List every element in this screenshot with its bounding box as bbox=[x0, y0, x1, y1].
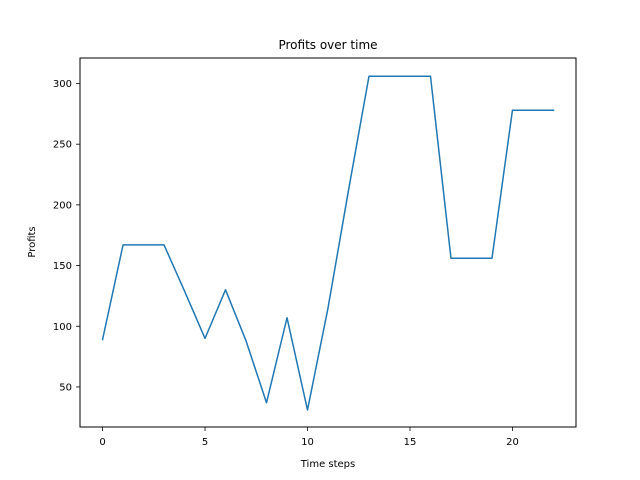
data-point bbox=[348, 190, 350, 192]
data-point bbox=[532, 109, 534, 111]
x-tick-label: 5 bbox=[202, 437, 208, 448]
data-point bbox=[389, 75, 391, 77]
data-point bbox=[512, 109, 514, 111]
y-tick-label: 150 bbox=[53, 261, 72, 272]
series-line-0 bbox=[101, 75, 555, 411]
data-point bbox=[553, 109, 555, 111]
data-point bbox=[122, 244, 124, 246]
y-tick-label: 100 bbox=[53, 322, 72, 333]
data-point bbox=[491, 257, 493, 259]
data-point bbox=[245, 340, 247, 342]
data-point bbox=[450, 257, 452, 259]
x-tick-label: 10 bbox=[301, 437, 314, 448]
data-point bbox=[286, 317, 288, 319]
axes-frame bbox=[79, 57, 577, 428]
data-point bbox=[471, 257, 473, 259]
y-tick-label: 250 bbox=[53, 140, 72, 151]
data-point bbox=[266, 402, 268, 404]
x-axis-ticks: 0 5 10 15 20 bbox=[99, 427, 519, 448]
plot-area bbox=[101, 75, 555, 411]
data-point bbox=[184, 290, 186, 292]
x-axis-label: Time steps bbox=[300, 459, 356, 470]
y-tick-label: 50 bbox=[59, 382, 72, 393]
x-tick-label: 15 bbox=[404, 437, 417, 448]
chart-title: Profits over time bbox=[278, 38, 377, 52]
y-tick-label: 300 bbox=[53, 79, 72, 90]
data-point bbox=[163, 244, 165, 246]
x-tick-label: 20 bbox=[506, 437, 519, 448]
data-point bbox=[204, 338, 206, 340]
y-tick-label: 200 bbox=[53, 200, 72, 211]
data-point bbox=[143, 244, 145, 246]
data-point bbox=[368, 75, 370, 77]
data-point bbox=[409, 75, 411, 77]
x-tick-label: 0 bbox=[99, 437, 105, 448]
data-point bbox=[327, 307, 329, 309]
y-axis-ticks: 50 100 150 200 250 300 bbox=[53, 79, 80, 393]
data-point bbox=[225, 289, 227, 291]
y-axis-label: Profits bbox=[27, 226, 38, 257]
data-point bbox=[102, 339, 104, 341]
data-point bbox=[430, 75, 432, 77]
data-point bbox=[307, 409, 309, 411]
